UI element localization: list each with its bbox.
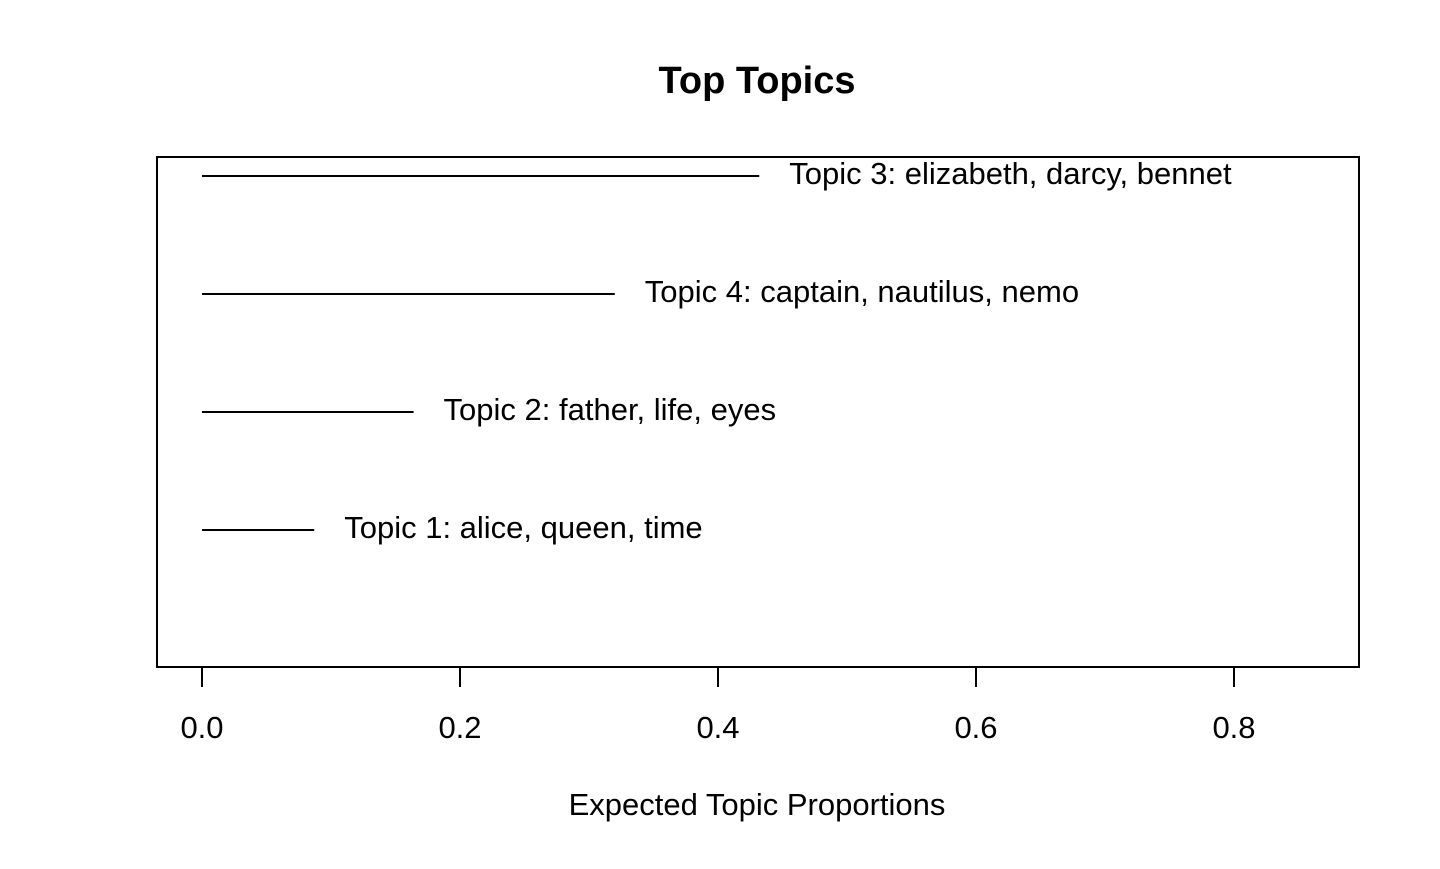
x-tick-label: 0.2 bbox=[438, 710, 481, 745]
x-tick-label: 0.6 bbox=[954, 710, 997, 745]
x-tick-label: 0.8 bbox=[1212, 710, 1255, 745]
x-tick-label: 0.0 bbox=[180, 710, 223, 745]
topic-label: Topic 1: alice, queen, time bbox=[344, 510, 702, 545]
x-axis: 0.0 0.2 0.4 0.6 0.8 bbox=[180, 666, 1256, 745]
topic-label: Topic 4: captain, nautilus, nemo bbox=[645, 274, 1079, 309]
x-axis-label: Expected Topic Proportions bbox=[569, 787, 946, 822]
x-tick-label: 0.4 bbox=[696, 710, 739, 745]
topic-label: Topic 3: elizabeth, darcy, bennet bbox=[789, 156, 1232, 191]
chart-title: Top Topics bbox=[658, 60, 855, 102]
topics-layer: Topic 3: elizabeth, darcy, bennet Topic 4… bbox=[202, 156, 1232, 545]
topic-label: Topic 2: father, life, eyes bbox=[444, 392, 777, 427]
